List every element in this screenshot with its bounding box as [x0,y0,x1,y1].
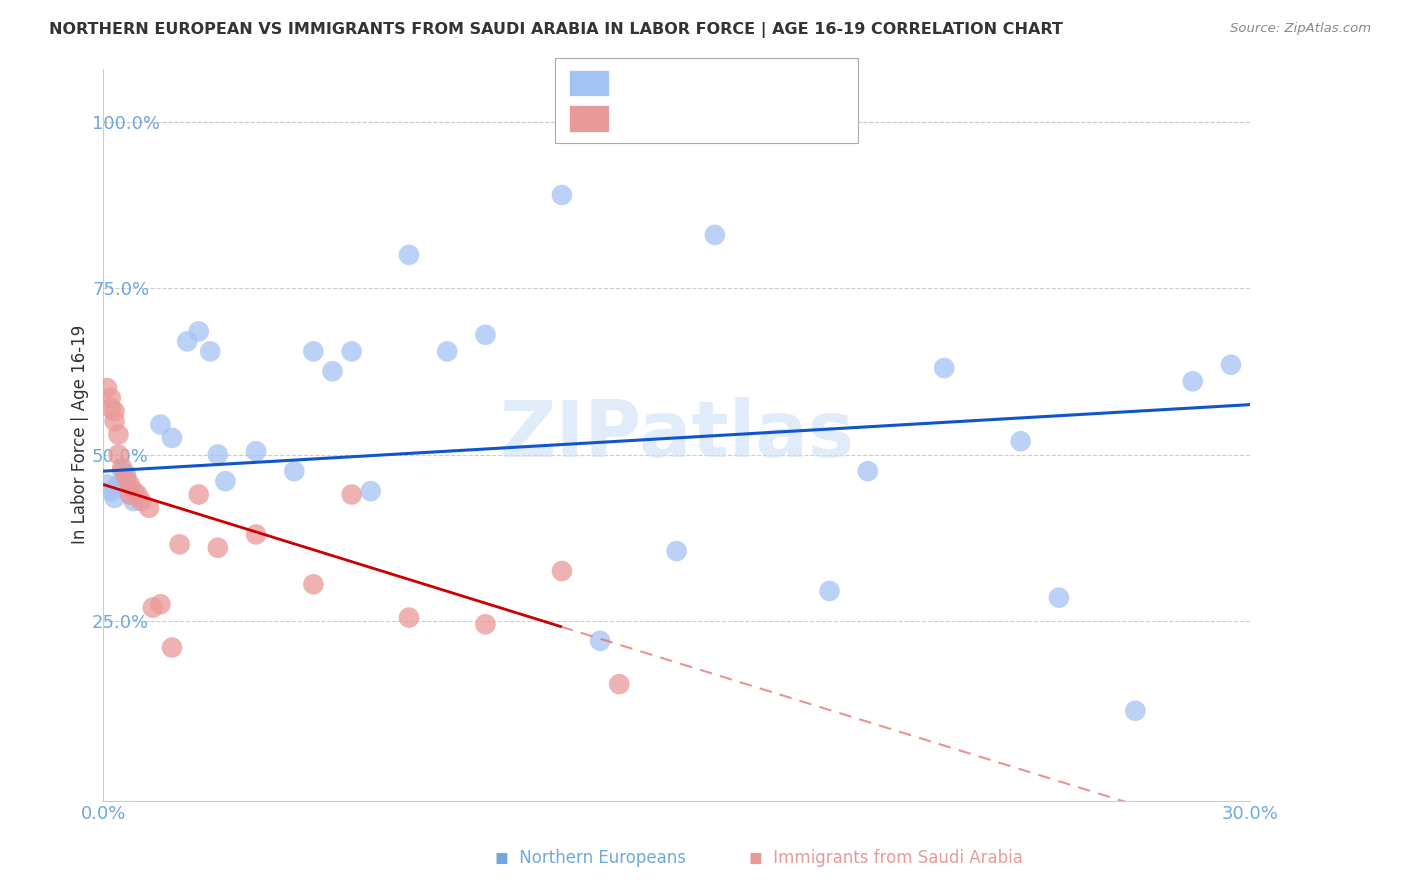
Text: N =: N = [724,78,768,96]
Point [245,527,267,541]
Point [302,577,325,591]
Point [107,427,129,442]
Point [214,474,236,488]
Point [160,431,183,445]
Text: NORTHERN EUROPEAN VS IMMIGRANTS FROM SAUDI ARABIA IN LABOR FORCE | AGE 16-19 COR: NORTHERN EUROPEAN VS IMMIGRANTS FROM SAU… [49,22,1063,38]
Point [111,464,134,478]
Point [551,188,574,202]
Point [1220,358,1243,372]
Point [551,564,574,578]
Point [198,344,221,359]
Text: R =: R = [619,78,661,96]
Point [96,477,118,491]
Point [1125,704,1147,718]
Point [122,494,145,508]
Point [283,464,305,478]
Text: 0.091: 0.091 [661,78,723,96]
Point [398,248,420,262]
Point [245,444,267,458]
Point [100,401,122,415]
Text: R =: R = [619,114,661,133]
Point [818,584,841,599]
Text: 28: 28 [763,114,790,133]
Point [104,491,127,505]
Point [122,484,145,499]
Point [474,327,496,342]
Point [118,487,141,501]
Text: ◼  Immigrants from Saudi Arabia: ◼ Immigrants from Saudi Arabia [749,849,1022,867]
Point [207,541,229,555]
Y-axis label: In Labor Force | Age 16-19: In Labor Force | Age 16-19 [72,325,89,544]
Text: ZIPatlas: ZIPatlas [499,397,853,473]
Point [436,344,458,359]
Text: ◼  Northern Europeans: ◼ Northern Europeans [495,849,686,867]
Point [96,381,118,395]
Point [169,537,191,551]
Point [187,325,209,339]
Point [934,361,956,376]
Point [115,471,138,485]
Point [703,227,725,242]
Point [111,460,134,475]
Point [607,677,630,691]
Point [665,544,688,558]
Point [360,484,382,499]
Point [340,344,363,359]
Point [100,484,122,499]
Point [1047,591,1070,605]
Point [207,448,229,462]
Point [149,417,172,432]
Point [118,477,141,491]
Point [1010,434,1032,449]
Point [107,477,129,491]
Text: 36: 36 [763,78,790,96]
Point [138,500,160,515]
Point [1181,374,1204,388]
Point [104,414,127,428]
Point [322,364,344,378]
Point [160,640,183,655]
Point [340,487,363,501]
Point [104,404,127,418]
Point [127,487,149,501]
Point [187,487,209,501]
Point [131,494,153,508]
Point [118,487,141,501]
Text: N =: N = [724,114,768,133]
Point [176,334,198,349]
Point [149,597,172,611]
Point [142,600,165,615]
Point [589,633,612,648]
Point [856,464,879,478]
Point [398,610,420,624]
Point [302,344,325,359]
Text: Source: ZipAtlas.com: Source: ZipAtlas.com [1230,22,1371,36]
Point [474,617,496,632]
Point [115,467,138,482]
Text: -0.121: -0.121 [661,114,731,133]
Point [100,391,122,405]
Point [107,448,129,462]
